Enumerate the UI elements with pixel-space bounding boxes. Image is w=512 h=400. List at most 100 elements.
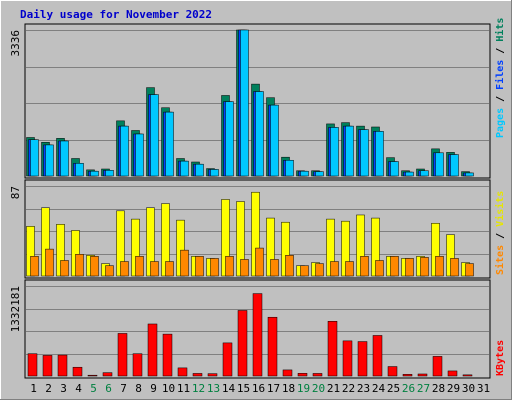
bar-sites-day-13: [210, 258, 219, 277]
bar-sites-day-30: [465, 263, 474, 277]
bar-kbytes-day-19: [297, 373, 308, 377]
bar-kbytes-day-14: [222, 342, 233, 377]
legend-pages: Pages: [495, 108, 506, 138]
bar-sites-day-21: [330, 261, 339, 277]
legend-middle: Sites / Visits: [494, 191, 506, 275]
bar-kbytes-day-21: [327, 321, 338, 377]
day-label-19: 19: [297, 382, 310, 395]
day-label-26: 26: [402, 382, 415, 395]
bar-pages-day-3: [60, 140, 69, 177]
day-label-10: 10: [162, 382, 175, 395]
legend-bottom: KBytes: [495, 340, 506, 376]
bar-kbytes-day-3: [57, 354, 68, 377]
bar-sites-day-6: [105, 265, 114, 277]
panel-visits-sites: 87: [9, 179, 491, 279]
bar-sites-day-28: [435, 256, 444, 277]
bar-kbytes-day-8: [132, 353, 143, 377]
legend-sites: Sites: [494, 245, 506, 275]
legend-sep-2: /: [495, 42, 506, 60]
bar-pages-day-20: [315, 171, 324, 177]
bar-sites-day-8: [135, 256, 144, 277]
bar-sites-day-5: [90, 256, 99, 277]
bar-pages-day-16: [255, 91, 264, 177]
x-axis-day-labels: 1 2 3 4 5 6 7 8 9 10 11 12 13 14 15 16 17 18 19 20 21 22 23 24 2…: [30, 382, 490, 395]
bar-pages-day-11: [180, 160, 189, 177]
bar-kbytes-day-20: [312, 373, 323, 377]
day-label-15: 15: [237, 382, 250, 395]
legend-visits: Visits: [494, 191, 506, 227]
bar-sites-day-23: [360, 256, 369, 277]
bar-kbytes-day-30: [462, 374, 473, 377]
bar-kbytes-day-27: [417, 373, 428, 377]
bar-pages-day-29: [450, 154, 459, 177]
bar-pages-day-17: [270, 104, 279, 177]
bar-kbytes-day-9: [147, 323, 158, 377]
legend-top: Pages / Files / Hits: [494, 18, 506, 138]
day-label-11: 11: [177, 382, 190, 395]
bar-kbytes-day-12: [192, 373, 203, 377]
day-label-20: 20: [312, 382, 325, 395]
legend-kbytes: KBytes: [495, 340, 506, 376]
bar-kbytes-day-13: [207, 373, 218, 377]
bar-kbytes-day-10: [162, 333, 173, 377]
day-label-21: 21: [327, 382, 340, 395]
bar-sites-day-11: [180, 249, 189, 277]
y-max-label: 3336: [9, 30, 22, 57]
bar-kbytes-day-25: [387, 366, 398, 377]
bar-pages-day-7: [120, 125, 129, 177]
day-label-7: 7: [120, 382, 127, 395]
day-label-29: 29: [447, 382, 460, 395]
bar-kbytes-day-23: [357, 341, 368, 377]
bar-kbytes-day-24: [372, 335, 383, 377]
bar-sites-day-17: [270, 259, 279, 277]
bar-pages-day-22: [345, 125, 354, 177]
day-label-25: 25: [387, 382, 400, 395]
bar-pages-day-2: [45, 144, 54, 177]
bar-sites-day-7: [120, 261, 129, 277]
day-label-1: 1: [30, 382, 37, 395]
bar-pages-day-1: [30, 139, 39, 177]
panel-kbytes: 1332181: [9, 279, 491, 379]
bar-pages-day-26: [405, 171, 414, 177]
day-label-9: 9: [150, 382, 157, 395]
bar-kbytes-day-11: [177, 367, 188, 377]
bar-pages-day-9: [150, 94, 159, 177]
bar-kbytes-day-7: [117, 333, 128, 377]
bar-sites-day-9: [150, 261, 159, 277]
chart-panels: 3336 87 1332181: [9, 23, 491, 379]
bar-kbytes-day-16: [252, 293, 263, 377]
bar-sites-day-19: [300, 265, 309, 277]
bar-pages-day-21: [330, 127, 339, 177]
y-max-label: 1332181: [9, 286, 22, 332]
bar-kbytes-day-4: [72, 366, 83, 377]
bar-pages-day-19: [300, 170, 309, 177]
bar-pages-day-15: [240, 29, 249, 177]
bar-sites-day-22: [345, 261, 354, 277]
legend-hits: Hits: [494, 18, 506, 42]
day-label-27: 27: [417, 382, 430, 395]
bar-sites-day-18: [285, 255, 294, 277]
bar-pages-day-30: [465, 172, 474, 177]
day-label-17: 17: [267, 382, 280, 395]
day-label-24: 24: [372, 382, 386, 395]
bar-pages-day-14: [225, 101, 234, 177]
bar-pages-day-12: [195, 163, 204, 177]
bar-sites-day-20: [315, 263, 324, 277]
bar-sites-day-12: [195, 256, 204, 277]
bar-pages-day-4: [75, 163, 84, 177]
legend-files: Files: [494, 60, 506, 90]
day-label-18: 18: [282, 382, 295, 395]
bar-sites-day-2: [45, 248, 54, 277]
bar-sites-day-16: [255, 247, 264, 277]
day-label-23: 23: [357, 382, 370, 395]
bar-kbytes-day-22: [342, 340, 353, 377]
bar-kbytes-day-1: [27, 353, 38, 377]
bar-kbytes-day-2: [42, 355, 53, 377]
legend-sep-3: /: [495, 227, 506, 245]
day-label-8: 8: [135, 382, 142, 395]
bar-sites-day-15: [240, 259, 249, 277]
day-label-13: 13: [207, 382, 220, 395]
day-label-2: 2: [45, 382, 52, 395]
day-label-31: 31: [477, 382, 490, 395]
